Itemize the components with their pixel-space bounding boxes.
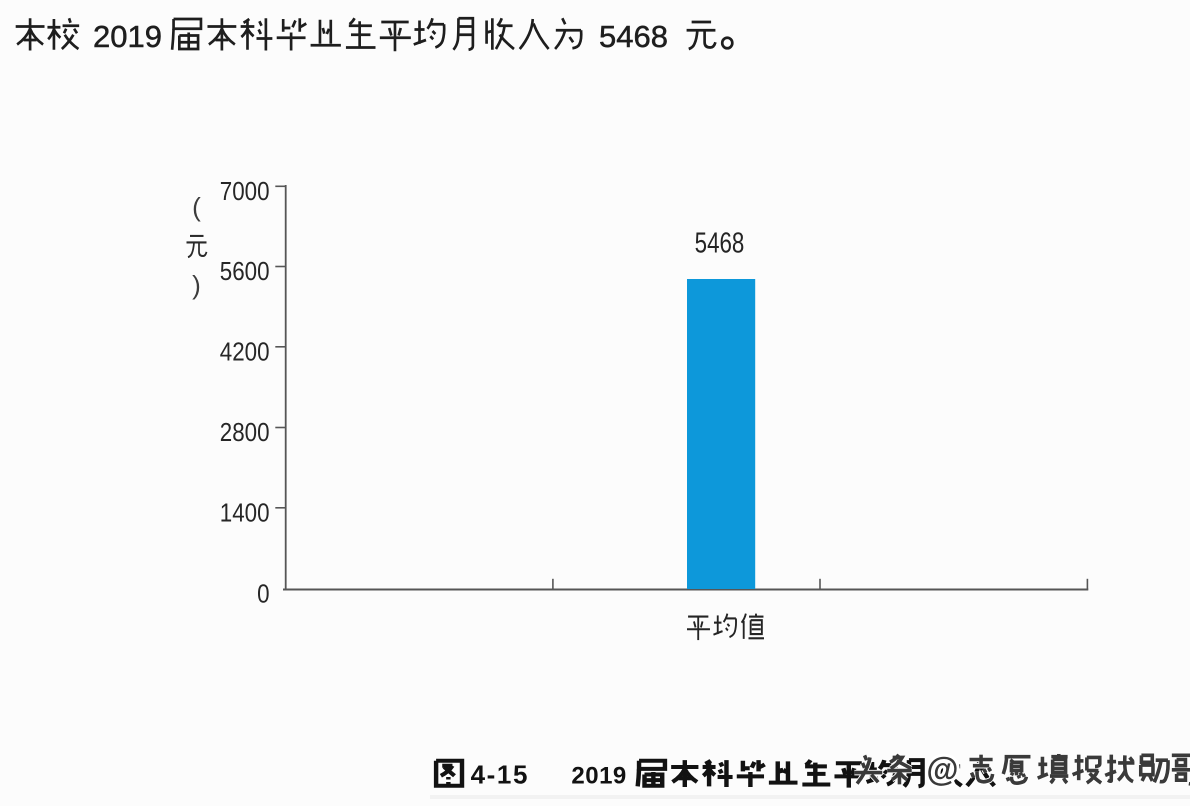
svg-text:2019: 2019: [93, 19, 162, 54]
svg-text:2019: 2019: [571, 763, 626, 790]
svg-text:2800: 2800: [220, 419, 270, 448]
svg-text:4200: 4200: [220, 338, 270, 367]
svg-text:(: (: [192, 192, 201, 222]
svg-text:1400: 1400: [220, 499, 270, 528]
svg-text:5468: 5468: [695, 228, 745, 259]
svg-text:4-15: 4-15: [471, 760, 529, 790]
svg-text:5600: 5600: [220, 258, 270, 287]
svg-text:5468: 5468: [599, 19, 668, 54]
svg-text:0: 0: [257, 580, 269, 609]
svg-text:7000: 7000: [220, 177, 270, 206]
svg-text:@: @: [926, 751, 958, 788]
svg-text:): ): [192, 270, 201, 300]
svg-text:@: @: [926, 751, 958, 788]
